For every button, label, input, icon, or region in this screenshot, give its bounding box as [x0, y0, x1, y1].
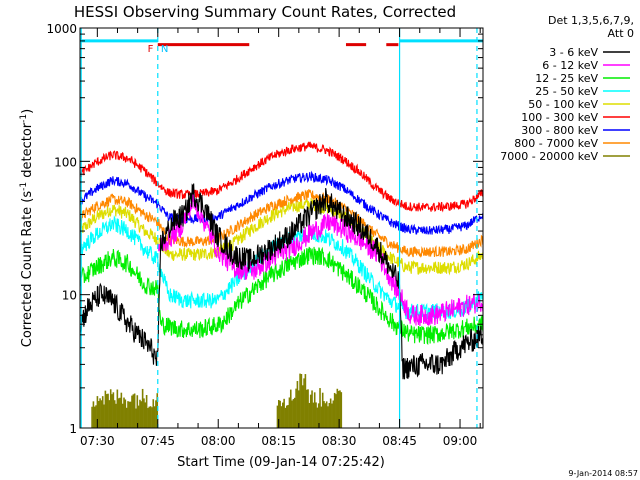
legend-label: 300 - 800 keV [521, 124, 598, 137]
series-line [80, 246, 483, 346]
x-tick-label: 08:15 [261, 434, 296, 448]
flag-marker: F [148, 44, 154, 55]
legend-label: 25 - 50 keV [535, 85, 598, 98]
footer-timestamp: 9-Jan-2014 08:57 [568, 469, 638, 478]
y-label-sup2: -1 [19, 114, 29, 123]
y-label-part1: Corrected Count Rate (s [20, 191, 35, 348]
series-line [80, 183, 483, 380]
legend-header-detectors: Det 1,3,5,6,7,9, [548, 14, 634, 27]
x-tick-label: 08:30 [322, 434, 357, 448]
x-tick-label: 08:45 [382, 434, 417, 448]
y-label-sup1: -1 [19, 182, 29, 191]
x-tick-label: 08:00 [201, 434, 236, 448]
x-tick-label: 09:00 [443, 434, 478, 448]
y-tick-label: 1000 [46, 22, 77, 36]
legend-label: 50 - 100 keV [528, 98, 598, 111]
legend-label: 800 - 7000 keV [514, 137, 598, 150]
y-tick-label: 100 [54, 155, 77, 169]
legend-label: 100 - 300 keV [521, 111, 598, 124]
y-label-part2: detector [20, 122, 35, 182]
chart-title: HESSI Observing Summary Count Rates, Cor… [74, 3, 456, 21]
series-line [80, 197, 483, 276]
x-axis: 07:30 07:45 08:00 08:15 08:30 08:45 09:00 [80, 28, 481, 448]
series-line [80, 170, 483, 235]
legend-label: 3 - 6 keV [549, 46, 598, 59]
y-label-part3: ) [20, 109, 35, 114]
x-axis-label: Start Time (09-Jan-14 07:25:42) [177, 455, 385, 470]
plot-frame [79, 27, 484, 429]
legend-label: 6 - 12 keV [542, 59, 598, 72]
series-line [80, 141, 483, 213]
x-tick-label: 07:30 [80, 434, 115, 448]
legend-label: 7000 - 20000 keV [500, 150, 598, 163]
series-layer [80, 141, 483, 428]
legend-header-attenuator: Att 0 [608, 27, 634, 40]
legend-label: 12 - 25 keV [535, 72, 598, 85]
flag-marker: N [161, 44, 168, 55]
y-tick-label: 10 [62, 289, 77, 303]
y-axis-label: Corrected Count Rate (s-1 detector-1) [19, 109, 35, 347]
y-tick-label: 1 [69, 422, 77, 436]
series-line [80, 189, 483, 258]
x-tick-label: 07:45 [140, 434, 175, 448]
y-axis: 1 10 100 1000 [46, 22, 483, 436]
